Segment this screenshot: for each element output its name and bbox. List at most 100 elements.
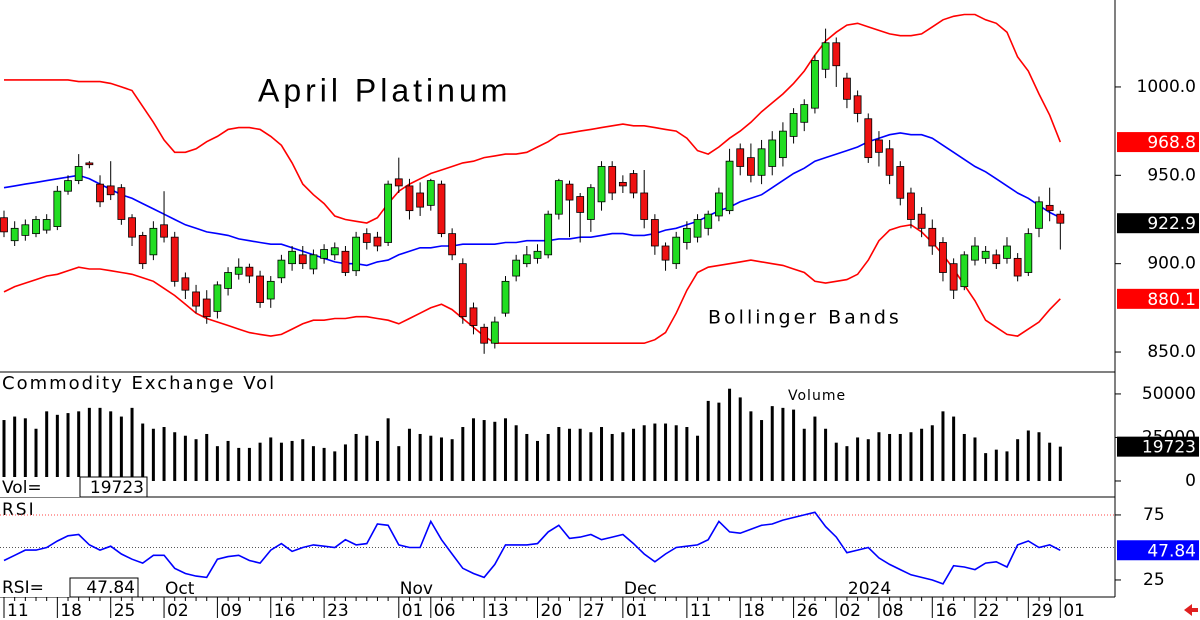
candle-body (618, 181, 627, 187)
candle-body (1024, 233, 1033, 273)
volume-bar (514, 425, 518, 481)
volume-bar (279, 442, 283, 481)
y-tick-label: 75 (1143, 505, 1165, 525)
volume-bar (375, 440, 379, 481)
volume-bar (173, 432, 177, 481)
candle-body (608, 166, 617, 194)
candle-body (512, 259, 521, 277)
volume-bar (2, 420, 6, 481)
volume-bar (557, 427, 561, 481)
candle-body (416, 192, 425, 208)
candle-body (32, 219, 40, 235)
candle-body (1045, 204, 1054, 212)
band-line (3, 132, 1061, 267)
volume-bar (610, 433, 614, 481)
candle-body (266, 280, 275, 300)
volume-bar (674, 425, 678, 481)
candle-body (939, 242, 947, 273)
candle-body (373, 236, 382, 247)
value-tag (1117, 132, 1199, 153)
candle-body (170, 236, 179, 282)
x-tick-label: 02 (839, 601, 861, 620)
candle-body (490, 321, 499, 344)
candle-body (288, 250, 296, 265)
volume-bar (781, 407, 785, 481)
panel-label: RSI (2, 500, 36, 520)
candle-body (650, 219, 659, 247)
value-tag-label: 968.8 (1147, 133, 1196, 153)
value-tag (1117, 436, 1199, 457)
candle-body (576, 196, 585, 213)
volume-bar (664, 423, 668, 481)
y-tick-label: 25 (1143, 570, 1165, 590)
candle-body (352, 236, 361, 272)
volume-bar (183, 435, 187, 481)
candle-body (779, 130, 787, 159)
candle-body (341, 250, 350, 273)
x-tick-label: 27 (583, 601, 605, 620)
candle-body (277, 259, 286, 279)
candle-body (971, 245, 979, 261)
volume-bar (258, 442, 262, 481)
x-tick-label: 26 (797, 601, 819, 620)
volume-bar (792, 409, 796, 481)
candle-body (821, 42, 830, 70)
candle-body (192, 291, 200, 307)
volume-bar (568, 428, 572, 481)
candle-body (96, 183, 104, 203)
candle-body (949, 263, 958, 291)
volume-bar (952, 416, 956, 481)
volume-bar (536, 440, 539, 481)
candle-body (800, 104, 809, 123)
candle-body (928, 227, 937, 247)
scroll-arrow[interactable] (1184, 604, 1198, 616)
volume-bar (728, 388, 732, 481)
candle-body (832, 42, 841, 67)
volume-bar (407, 428, 411, 481)
y-tick-label: 50000 (1142, 384, 1196, 404)
candle-body (789, 113, 798, 137)
volume-bar (824, 428, 828, 481)
candle-body (864, 118, 873, 159)
volume-bar (461, 427, 465, 481)
readout-value: 19723 (90, 478, 144, 498)
candle-body (533, 250, 542, 259)
candle-body (362, 233, 371, 243)
volume-bar (834, 442, 838, 481)
x-tick-label: 01 (1063, 601, 1085, 620)
candle-body (629, 173, 638, 194)
volume-bar (813, 416, 817, 481)
volume-bar (215, 446, 219, 481)
readout-value-box (79, 476, 148, 498)
candle-body (554, 180, 563, 215)
candle-body (736, 148, 745, 167)
candle-body (224, 272, 232, 289)
candle-body (181, 277, 190, 291)
volume-bar (749, 411, 753, 481)
candle-body (448, 233, 457, 256)
volume-bar (482, 420, 486, 481)
volume-bar (98, 407, 102, 481)
volume-bar (1058, 446, 1062, 481)
volume-bar (866, 439, 870, 481)
volume-bar (920, 428, 924, 481)
volume-bar (685, 427, 689, 481)
value-tag-label: 922.9 (1147, 214, 1196, 234)
candle-body (565, 183, 574, 201)
value-tag (1117, 288, 1199, 309)
candle-body (1035, 201, 1043, 229)
volume-bar (973, 437, 977, 481)
candle-body (917, 213, 926, 229)
candle-body (149, 227, 158, 256)
candle-body (458, 263, 467, 318)
volume-bar (600, 427, 604, 481)
volume-bar (888, 433, 892, 481)
candle-body (405, 185, 414, 212)
candle-body (896, 166, 905, 199)
x-tick-label: 13 (487, 601, 509, 620)
month-label: Nov (400, 579, 433, 599)
x-tick-label: 25 (114, 601, 136, 620)
volume-bar (802, 428, 806, 481)
